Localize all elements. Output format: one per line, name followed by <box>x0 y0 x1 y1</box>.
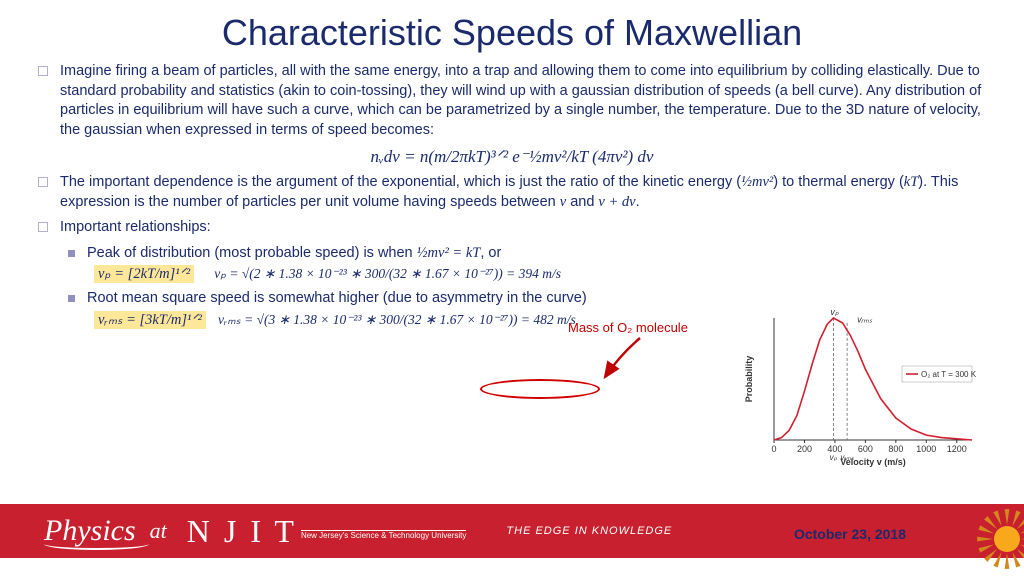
svg-text:vₚ: vₚ <box>830 453 838 462</box>
b2e: . <box>636 194 640 210</box>
svg-text:vᵣₘₛ: vᵣₘₛ <box>840 453 855 462</box>
s1a: Peak of distribution (most probable spee… <box>87 245 417 261</box>
svg-text:Probability: Probability <box>744 356 754 403</box>
footer-at: at <box>150 518 167 544</box>
svg-text:vᵣₘₛ: vᵣₘₛ <box>857 314 873 324</box>
bullet-marker <box>38 66 48 76</box>
bullet-2: The important dependence is the argument… <box>38 173 986 212</box>
svg-text:1200: 1200 <box>947 444 967 454</box>
svg-text:800: 800 <box>888 444 903 454</box>
circle-highlight <box>480 379 600 399</box>
main-formula: nᵥdv = n(m/2πkT)³ᐟ² e⁻½mv²/kT (4πv²) dv <box>38 146 986 169</box>
vdv: v + dv <box>598 194 635 210</box>
eq: ½mv² = kT <box>417 245 481 261</box>
svg-text:200: 200 <box>797 444 812 454</box>
sub1-text: Peak of distribution (most probable spee… <box>87 244 501 264</box>
sub-marker <box>68 250 75 257</box>
vrms-box: vᵣₘₛ = [3kT/m]¹ᐟ² <box>94 311 206 329</box>
half-mv2: ½mv² <box>741 174 773 190</box>
s1b: , or <box>480 245 501 261</box>
mass-annotation: Mass of O₂ molecule <box>568 320 688 335</box>
bullet-1: Imagine firing a beam of particles, all … <box>38 62 986 140</box>
b2b: ) to thermal energy ( <box>773 174 904 190</box>
formula-text: nᵥdv = n(m/2πkT)³ᐟ² e⁻½mv²/kT (4πv²) dv <box>371 147 654 166</box>
footer-sub: New Jersey's Science & Technology Univer… <box>301 530 466 540</box>
svg-text:O₂ at T = 300 K: O₂ at T = 300 K <box>921 370 977 379</box>
footer-njit: N J I T <box>187 513 297 550</box>
svg-text:1000: 1000 <box>916 444 936 454</box>
kT: kT <box>904 174 919 190</box>
arrow-icon <box>600 335 670 385</box>
footer-physics: Physics <box>44 514 136 548</box>
sub-bullet-1: Peak of distribution (most probable spee… <box>68 244 986 264</box>
probability-chart: 020040060080010001200Velocity v (m/s)Pro… <box>740 308 980 468</box>
slide-title: Characteristic Speeds of Maxwellian <box>0 0 1024 62</box>
vp-row: vₚ = [2kT/m]¹ᐟ² vₚ = √(2 ∗ 1.38 × 10⁻²³ … <box>94 265 986 285</box>
bullet-1-text: Imagine firing a beam of particles, all … <box>60 62 986 140</box>
b2a: The important dependence is the argument… <box>60 174 741 190</box>
footer-date: October 23, 2018 <box>794 526 906 542</box>
svg-text:0: 0 <box>771 444 776 454</box>
vp-calc: vₚ = √(2 ∗ 1.38 × 10⁻²³ ∗ 300/(32 ∗ 1.67… <box>214 266 561 281</box>
bullet-2-text: The important dependence is the argument… <box>60 173 986 212</box>
footer-edge: THE EDGE IN KNOWLEDGE <box>506 525 672 537</box>
bullet-marker <box>38 222 48 232</box>
sub-marker <box>68 295 75 302</box>
svg-text:vₚ: vₚ <box>830 308 839 317</box>
bullet-marker <box>38 177 48 187</box>
sub-bullet-2: Root mean square speed is somewhat highe… <box>68 289 986 309</box>
bullet-3: Important relationships: <box>38 218 986 238</box>
bullet-3-text: Important relationships: <box>60 218 211 238</box>
svg-text:600: 600 <box>858 444 873 454</box>
content-area: Imagine firing a beam of particles, all … <box>0 62 1024 330</box>
sub2-text: Root mean square speed is somewhat highe… <box>87 289 587 309</box>
vrms-calc: vᵣₘₛ = √(3 ∗ 1.38 × 10⁻²³ ∗ 300/(32 ∗ 1.… <box>218 312 576 327</box>
sun-icon <box>972 504 1024 574</box>
b2d: and <box>566 194 598 210</box>
vp-box: vₚ = [2kT/m]¹ᐟ² <box>94 265 194 283</box>
